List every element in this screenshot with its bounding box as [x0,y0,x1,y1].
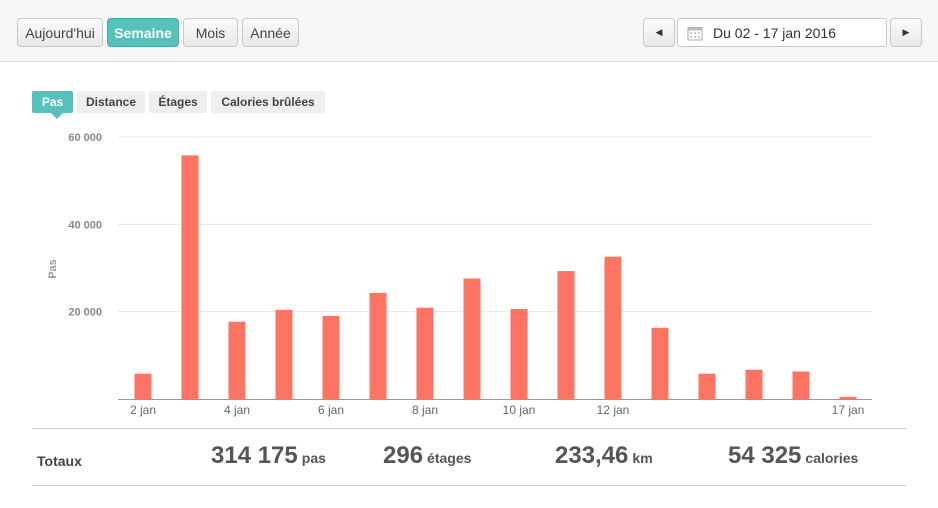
total-steps: 314 175 pas [211,442,326,470]
total-floors-value: 296 [383,442,424,469]
total-steps-unit: pas [301,450,326,466]
bar-2-jan[interactable] [134,373,152,399]
totals-label: Totaux [37,453,82,469]
bar-15-jan[interactable] [745,369,763,399]
y-tick-label: 40 000 [68,219,102,231]
total-steps-value: 314 175 [211,442,298,469]
x-tick-label: 17 jan [832,403,865,417]
bar-17-jan[interactable] [839,396,857,399]
range-month-button[interactable]: Mois [183,18,238,47]
bar-13-jan[interactable] [651,327,669,399]
total-calories: 54 325 calories [728,442,858,470]
previous-period-button[interactable]: ◀ [643,18,675,47]
bar-9-jan[interactable] [463,278,481,399]
total-distance: 233,46 km [555,442,653,470]
range-week-button[interactable]: Semaine [107,18,179,47]
total-distance-unit: km [632,450,653,466]
range-today-button[interactable]: Aujourd'hui [17,18,103,47]
bar-3-jan[interactable] [181,155,199,399]
x-tick-label: 10 jan [503,403,536,417]
x-tick-label: 8 jan [412,403,438,417]
bar-16-jan[interactable] [792,371,810,399]
totals-bar: Totaux 314 175 pas 296 étages 233,46 km 54 … [32,428,906,486]
bar-10-jan[interactable] [510,309,528,399]
steps-bar-chart: 20 000 40 000 60 000 2 jan 4 jan 6 jan 8 jan 1… [47,132,872,417]
bar-5-jan[interactable] [275,309,293,399]
range-year-button[interactable]: Année [242,18,299,47]
tab-floors[interactable]: Étages [149,91,207,113]
bar-4-jan[interactable] [228,321,246,399]
caret-right-icon: ▶ [902,27,910,37]
bar-6-jan[interactable] [322,316,340,399]
date-range-field[interactable]: Du 02 - 17 jan 2016 [677,18,887,47]
y-tick-label: 60 000 [68,132,102,144]
tab-calories[interactable]: Calories brûlées [211,91,325,113]
tab-steps[interactable]: Pas [32,91,73,119]
total-floors-unit: étages [427,450,472,466]
x-tick-label: 4 jan [224,403,250,417]
bar-11-jan[interactable] [557,271,575,399]
x-tick-label: 12 jan [597,403,630,417]
x-tick-label: 2 jan [130,403,156,417]
y-axis-title: Pas [47,259,59,279]
total-calories-value: 54 325 [728,442,802,469]
toolbar: Aujourd'hui Semaine Mois Année ◀ Du 02 -… [0,0,938,62]
bar-8-jan[interactable] [416,307,434,399]
next-period-button[interactable]: ▶ [890,18,922,47]
bar-12-jan[interactable] [604,256,622,399]
bar-7-jan[interactable] [369,292,387,399]
total-distance-value: 233,46 [555,442,629,469]
total-calories-unit: calories [805,450,859,466]
caret-left-icon: ◀ [655,27,663,37]
y-tick-label: 20 000 [68,307,102,319]
total-floors: 296 étages [383,442,471,470]
date-range-text: Du 02 - 17 jan 2016 [713,24,836,41]
x-tick-label: 6 jan [318,403,344,417]
calendar-icon [687,26,703,40]
tab-distance[interactable]: Distance [77,91,145,113]
bar-14-jan[interactable] [698,373,716,399]
